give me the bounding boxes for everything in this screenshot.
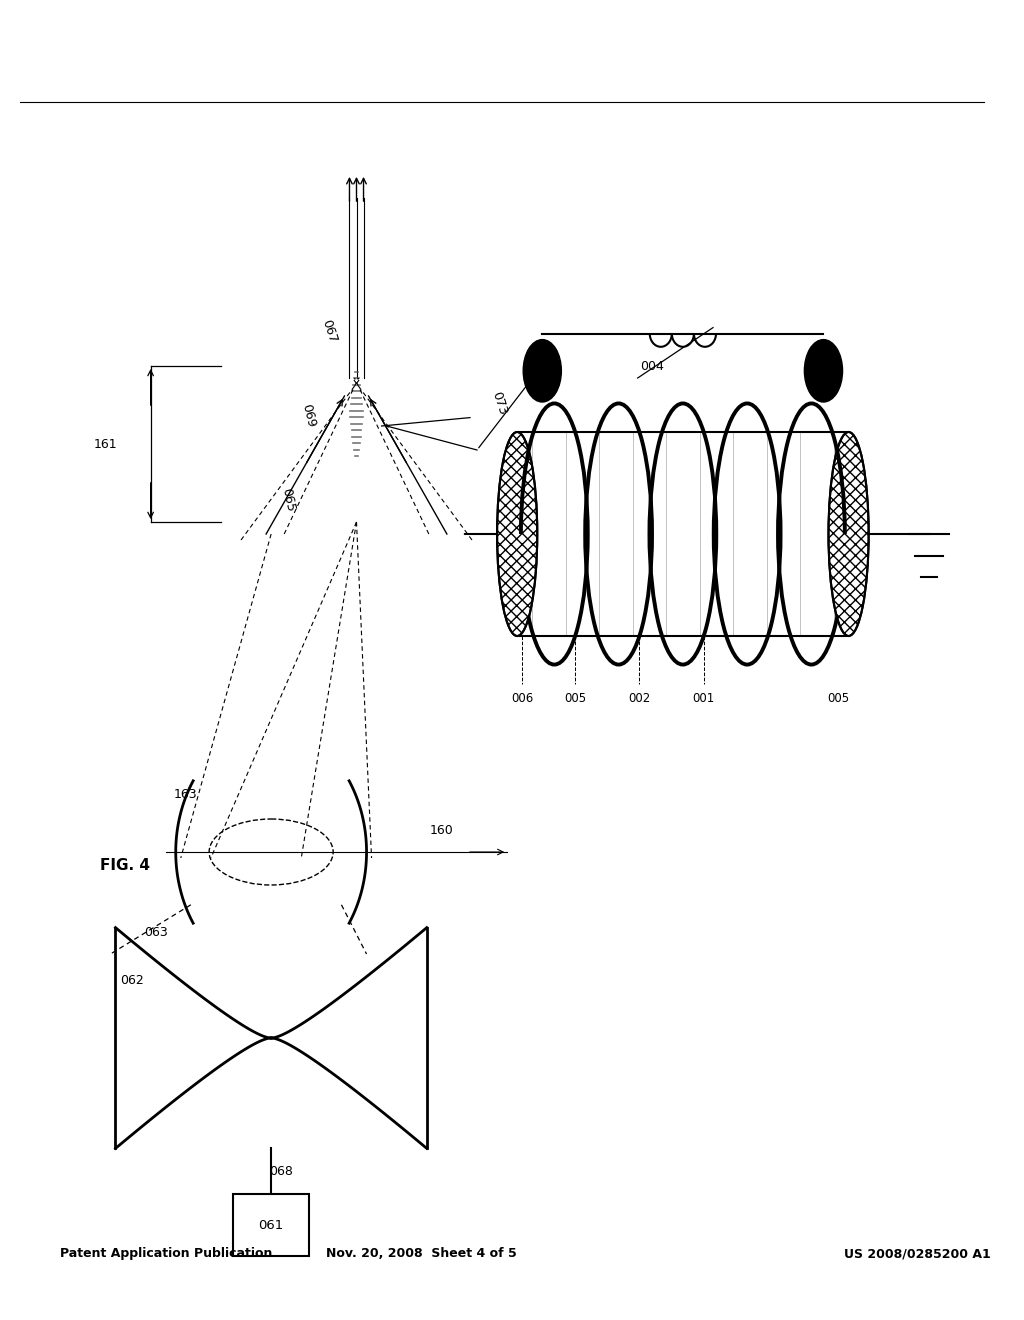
Text: 005: 005 [827, 692, 850, 705]
Text: 004: 004 [640, 359, 664, 372]
Text: 063: 063 [143, 927, 168, 939]
Text: 065: 065 [280, 487, 297, 513]
Text: 163: 163 [174, 788, 198, 801]
Text: 062: 062 [121, 974, 144, 987]
Text: FIG. 4: FIG. 4 [100, 858, 151, 873]
Text: 006: 006 [511, 692, 534, 705]
Text: 161: 161 [93, 437, 118, 450]
Text: 061: 061 [258, 1218, 284, 1232]
Text: 068: 068 [269, 1164, 293, 1177]
Text: Nov. 20, 2008  Sheet 4 of 5: Nov. 20, 2008 Sheet 4 of 5 [327, 1247, 517, 1261]
Text: 069: 069 [299, 403, 317, 429]
Ellipse shape [828, 432, 868, 636]
Text: 001: 001 [692, 692, 715, 705]
Text: 005: 005 [564, 692, 586, 705]
Text: 002: 002 [628, 692, 650, 705]
Text: 009: 009 [825, 525, 838, 549]
Bar [233, 1195, 309, 1257]
Text: 003: 003 [510, 462, 529, 488]
Text: US 2008/0285200 A1: US 2008/0285200 A1 [844, 1247, 990, 1261]
Bar [517, 432, 849, 636]
Ellipse shape [805, 339, 843, 403]
Text: 067: 067 [319, 318, 339, 345]
Text: 073: 073 [489, 391, 509, 417]
Text: 160: 160 [430, 824, 454, 837]
Ellipse shape [497, 432, 538, 636]
Text: Patent Application Publication: Patent Application Publication [60, 1247, 272, 1261]
Ellipse shape [523, 339, 561, 403]
